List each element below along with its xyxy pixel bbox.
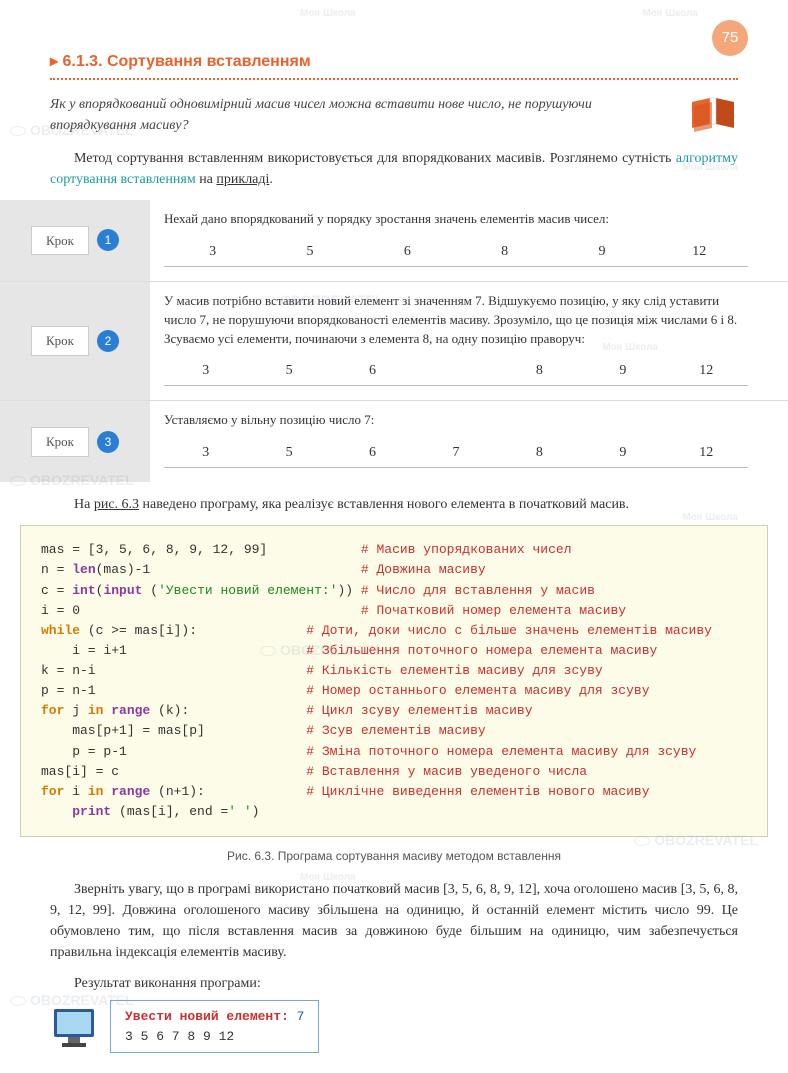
cell: 6 xyxy=(359,237,456,266)
cell: 3 xyxy=(164,438,247,467)
title-divider xyxy=(50,78,738,80)
step-3-row: 3 5 6 7 8 9 12 xyxy=(164,438,748,468)
cell: 12 xyxy=(665,356,748,385)
para2-a: На xyxy=(74,497,94,512)
step-3-body: Уставляємо у вільну позицію число 7: 3 5… xyxy=(150,401,788,482)
cell xyxy=(414,356,497,385)
step-2-num: 2 xyxy=(97,330,119,352)
cell: 6 xyxy=(331,438,414,467)
page-number: 75 xyxy=(712,20,748,56)
step-word: Крок xyxy=(31,226,89,256)
cell: 5 xyxy=(247,438,330,467)
figure-caption: Рис. 6.3. Програма сортування масиву мет… xyxy=(50,847,738,865)
step-1-label: Крок 1 xyxy=(0,200,150,281)
result-line: 3 5 6 7 8 9 12 xyxy=(125,1027,304,1047)
monitor-icon xyxy=(50,1005,98,1049)
step-word: Крок xyxy=(31,427,89,457)
step-2-label: Крок 2 xyxy=(0,282,150,401)
cell: 12 xyxy=(651,237,748,266)
cell: 9 xyxy=(581,356,664,385)
cell: 9 xyxy=(581,438,664,467)
result-output: Увести новий елемент: 7 3 5 6 7 8 9 12 xyxy=(110,1000,319,1053)
cell: 7 xyxy=(414,438,497,467)
step-2-text: У масив потрібно вставити новий елемент … xyxy=(164,292,748,349)
para2-ref: рис. 6.3 xyxy=(94,497,139,512)
step-1-body: Нехай дано впорядкований у порядку зрост… xyxy=(150,200,788,281)
cell: 3 xyxy=(164,237,261,266)
para1-text-a: Метод сортування вставленням використову… xyxy=(74,151,676,166)
cell: 6 xyxy=(331,356,414,385)
step-1-row: 3 5 6 8 9 12 xyxy=(164,237,748,267)
cell: 8 xyxy=(456,237,553,266)
cell: 5 xyxy=(261,237,358,266)
page-content: 6.1.3. Сортування вставленням Як у впоря… xyxy=(0,0,788,1073)
cell: 8 xyxy=(498,438,581,467)
intro-row: Як у впорядкований одновимірний масив чи… xyxy=(50,94,738,136)
result-box: Увести новий елемент: 7 3 5 6 7 8 9 12 xyxy=(50,1000,738,1053)
step-2: Крок 2 У масив потрібно вставити новий е… xyxy=(0,282,788,402)
result-prompt: Увести новий елемент: xyxy=(125,1009,297,1024)
step-1: Крок 1 Нехай дано впорядкований у порядк… xyxy=(0,200,788,282)
cell: 8 xyxy=(498,356,581,385)
books-icon xyxy=(688,94,738,134)
intro-question: Як у впорядкований одновимірний масив чи… xyxy=(50,94,676,136)
result-input: 7 xyxy=(297,1009,305,1024)
paragraph-1: Метод сортування вставленням використову… xyxy=(50,148,738,190)
para1-underline: прикладі xyxy=(216,172,269,187)
paragraph-4: Результат виконання програми: xyxy=(50,973,738,994)
code-listing: mas = [3, 5, 6, 8, 9, 12, 99] # Масив уп… xyxy=(20,525,768,837)
cell: 9 xyxy=(553,237,650,266)
cell: 3 xyxy=(164,356,247,385)
cell: 12 xyxy=(665,438,748,467)
step-2-body: У масив потрібно вставити новий елемент … xyxy=(150,282,788,401)
step-1-num: 1 xyxy=(97,229,119,251)
step-1-text: Нехай дано впорядкований у порядку зрост… xyxy=(164,210,748,229)
step-3-num: 3 xyxy=(97,431,119,453)
step-word: Крок xyxy=(31,326,89,356)
para2-b: наведено програму, яка реалізує вставлен… xyxy=(139,497,629,512)
paragraph-3: Зверніть увагу, що в програмі використан… xyxy=(50,879,738,963)
section-title: 6.1.3. Сортування вставленням xyxy=(50,50,738,74)
cell: 5 xyxy=(247,356,330,385)
step-2-row: 3 5 6 8 9 12 xyxy=(164,356,748,386)
paragraph-2: На рис. 6.3 наведено програму, яка реалі… xyxy=(50,494,738,515)
step-3-label: Крок 3 xyxy=(0,401,150,482)
step-3-text: Уставляємо у вільну позицію число 7: xyxy=(164,411,748,430)
para1-text-b: на xyxy=(196,172,217,187)
step-3: Крок 3 Уставляємо у вільну позицію число… xyxy=(0,401,788,482)
steps-block: Крок 1 Нехай дано впорядкований у порядк… xyxy=(0,200,788,482)
